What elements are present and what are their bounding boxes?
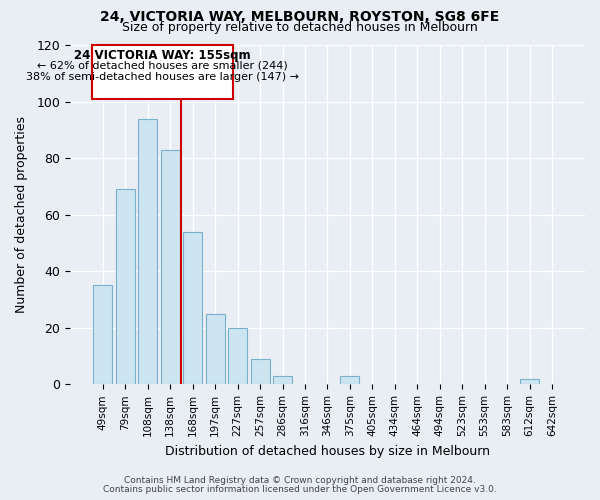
Bar: [228, 328, 247, 384]
Text: 24, VICTORIA WAY, MELBOURN, ROYSTON, SG8 6FE: 24, VICTORIA WAY, MELBOURN, ROYSTON, SG8…: [100, 10, 500, 24]
Bar: [340, 376, 359, 384]
Text: Size of property relative to detached houses in Melbourn: Size of property relative to detached ho…: [122, 22, 478, 35]
Text: 24 VICTORIA WAY: 155sqm: 24 VICTORIA WAY: 155sqm: [74, 49, 251, 62]
Bar: [116, 189, 135, 384]
Bar: [138, 118, 157, 384]
Bar: [273, 376, 292, 384]
Bar: [183, 232, 202, 384]
Text: 38% of semi-detached houses are larger (147) →: 38% of semi-detached houses are larger (…: [26, 72, 299, 82]
Bar: [206, 314, 225, 384]
X-axis label: Distribution of detached houses by size in Melbourn: Distribution of detached houses by size …: [165, 444, 490, 458]
Text: Contains public sector information licensed under the Open Government Licence v3: Contains public sector information licen…: [103, 485, 497, 494]
Bar: [251, 359, 269, 384]
Y-axis label: Number of detached properties: Number of detached properties: [15, 116, 28, 313]
Bar: [520, 378, 539, 384]
Text: Contains HM Land Registry data © Crown copyright and database right 2024.: Contains HM Land Registry data © Crown c…: [124, 476, 476, 485]
Bar: [94, 286, 112, 384]
Text: ← 62% of detached houses are smaller (244): ← 62% of detached houses are smaller (24…: [37, 60, 288, 70]
FancyBboxPatch shape: [92, 45, 233, 98]
Bar: [161, 150, 180, 384]
